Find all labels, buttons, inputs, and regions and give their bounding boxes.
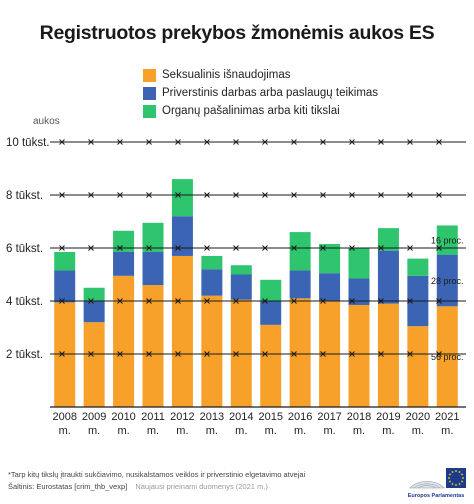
bar-seksualinis-isnaudojimas-2019-m xyxy=(377,303,399,407)
bar-organu-pasalinimas-arba-kiti-tikslai-2012-m xyxy=(171,179,193,217)
bar-priverstinis-darbas-arba-paslaugu-teikimas-2012-m xyxy=(171,216,193,256)
x-tick-label-2010-m: 2010 m. xyxy=(111,411,135,437)
legend-item-forced-labour: Priverstinis darbas arba paslaugų teikim… xyxy=(143,84,378,102)
european-parliament-logo: Europos Parlamentas xyxy=(404,462,468,502)
bar-organu-pasalinimas-arba-kiti-tikslai-2017-m xyxy=(319,244,341,274)
bar-priverstinis-darbas-arba-paslaugu-teikimas-2021-m xyxy=(436,254,458,307)
bar-organu-pasalinimas-arba-kiti-tikslai-2019-m xyxy=(377,228,399,251)
y-tick-label-10000: 10 tūkst. xyxy=(6,137,49,149)
bar-priverstinis-darbas-arba-paslaugu-teikimas-2009-m xyxy=(83,301,105,323)
bar-organu-pasalinimas-arba-kiti-tikslai-2020-m xyxy=(407,258,429,276)
bar-priverstinis-darbas-arba-paslaugu-teikimas-2014-m xyxy=(230,274,252,300)
bar-organu-pasalinimas-arba-kiti-tikslai-2014-m xyxy=(230,265,252,275)
legend-swatch-forced-labour xyxy=(143,86,156,100)
source-note: Naujausi prieinami duomenys (2021 m.) xyxy=(135,482,268,491)
chart-title: Registruotos prekybos žmonėmis aukos ES xyxy=(39,22,435,44)
legend-label-forced-labour: Priverstinis darbas arba paslaugų teikim… xyxy=(162,87,379,99)
bar-seksualinis-isnaudojimas-2018-m xyxy=(348,304,370,407)
bar-seksualinis-isnaudojimas-2008-m xyxy=(54,302,76,407)
parliament-hemicycle-icon xyxy=(409,468,466,489)
y-tick-label-8000: 8 tūkst. xyxy=(6,190,43,202)
bar-seksualinis-isnaudojimas-2016-m xyxy=(289,298,311,407)
bar-priverstinis-darbas-arba-paslaugu-teikimas-2015-m xyxy=(260,301,282,325)
source-text: Šaltinis: Eurostatas [crim_thb_vexp] xyxy=(8,482,128,491)
legend-item-sexual-exploitation: Seksualinis išnaudojimas xyxy=(143,66,378,84)
bar-organu-pasalinimas-arba-kiti-tikslai-2013-m xyxy=(201,255,223,270)
x-tick-label-2013-m: 2013 m. xyxy=(200,411,224,437)
bar-seksualinis-isnaudojimas-2015-m xyxy=(260,324,282,407)
bar-organu-pasalinimas-arba-kiti-tikslai-2015-m xyxy=(260,279,282,301)
x-tick-label-2012-m: 2012 m. xyxy=(170,411,194,437)
footnote: *Tarp kitų tikslų įtraukti sukčiavimo, n… xyxy=(8,470,306,479)
y-tick-label-2000: 2 tūkst. xyxy=(6,349,43,361)
bar-priverstinis-darbas-arba-paslaugu-teikimas-2016-m xyxy=(289,270,311,299)
bar-seksualinis-isnaudojimas-2013-m xyxy=(201,295,223,407)
bar-organu-pasalinimas-arba-kiti-tikslai-2010-m xyxy=(113,230,135,252)
legend-label-organ-removal: Organų pašalinimas arba kiti tikslai xyxy=(162,105,340,117)
x-tick-label-2008-m: 2008 m. xyxy=(52,411,76,437)
bar-seksualinis-isnaudojimas-2012-m xyxy=(171,255,193,407)
bar-organu-pasalinimas-arba-kiti-tikslai-2018-m xyxy=(348,248,370,279)
gridline-barbs-2000 xyxy=(59,351,442,357)
x-tick-label-2011-m: 2011 m. xyxy=(141,411,165,437)
gridline-barbs-4000 xyxy=(59,298,442,304)
legend-item-organ-removal: Organų pašalinimas arba kiti tikslai xyxy=(143,102,378,120)
x-tick-label-2017-m: 2017 m. xyxy=(317,411,341,437)
bar-priverstinis-darbas-arba-paslaugu-teikimas-2010-m xyxy=(113,251,135,276)
x-tick-label-2018-m: 2018 m. xyxy=(347,411,371,437)
legend-swatch-sexual-exploitation xyxy=(143,68,156,82)
bar-seksualinis-isnaudojimas-2009-m xyxy=(83,322,105,407)
bar-seksualinis-isnaudojimas-2010-m xyxy=(113,275,135,407)
bar-organu-pasalinimas-arba-kiti-tikslai-2009-m xyxy=(83,287,105,301)
bar-seksualinis-isnaudojimas-2020-m xyxy=(407,326,429,407)
bar-organu-pasalinimas-arba-kiti-tikslai-2016-m xyxy=(289,232,311,271)
legend-swatch-organ-removal xyxy=(143,104,156,118)
bar-priverstinis-darbas-arba-paslaugu-teikimas-2011-m xyxy=(142,251,164,286)
x-tick-label-2016-m: 2016 m. xyxy=(288,411,312,437)
bar-priverstinis-darbas-arba-paslaugu-teikimas-2017-m xyxy=(319,273,341,301)
gridline-barbs-6000 xyxy=(59,245,442,251)
annotation-priverstinis-darbas-arba-paslaugu-teikimas: 28 proc. xyxy=(431,276,464,286)
x-tick-label-2021-m: 2021 m. xyxy=(435,411,459,437)
x-tick-label-2020-m: 2020 m. xyxy=(406,411,430,437)
gridline-barbs-8000 xyxy=(59,192,442,198)
bar-organu-pasalinimas-arba-kiti-tikslai-2021-m xyxy=(436,225,458,255)
legend: Seksualinis išnaudojimas Priverstinis da… xyxy=(143,66,378,120)
y-tick-label-6000: 6 tūkst. xyxy=(6,243,43,255)
x-tick-label-2019-m: 2019 m. xyxy=(376,411,400,437)
annotation-organu-pasalinimas-arba-kiti-tikslai: 16 proc. xyxy=(431,236,464,246)
x-tick-label-2009-m: 2009 m. xyxy=(82,411,106,437)
x-tick-label-2014-m: 2014 m. xyxy=(229,411,253,437)
logo-text: Europos Parlamentas xyxy=(407,493,465,499)
bar-seksualinis-isnaudojimas-2021-m xyxy=(436,306,458,407)
bar-organu-pasalinimas-arba-kiti-tikslai-2008-m xyxy=(54,251,76,271)
bar-seksualinis-isnaudojimas-2014-m xyxy=(230,299,252,407)
bar-priverstinis-darbas-arba-paslaugu-teikimas-2019-m xyxy=(377,250,399,304)
x-tick-label-2015-m: 2015 m. xyxy=(258,411,282,437)
bar-organu-pasalinimas-arba-kiti-tikslai-2011-m xyxy=(142,222,164,252)
bar-seksualinis-isnaudojimas-2011-m xyxy=(142,285,164,407)
bar-priverstinis-darbas-arba-paslaugu-teikimas-2013-m xyxy=(201,269,223,296)
source-line: Šaltinis: Eurostatas [crim_thb_vexp] Nau… xyxy=(8,482,268,492)
y-tick-label-4000: 4 tūkst. xyxy=(6,296,43,308)
bar-priverstinis-darbas-arba-paslaugu-teikimas-2008-m xyxy=(54,270,76,303)
annotation-seksualinis-isnaudojimas: 56 proc. xyxy=(431,352,464,362)
y-axis-title: aukos xyxy=(33,116,60,127)
bar-priverstinis-darbas-arba-paslaugu-teikimas-2018-m xyxy=(348,278,370,305)
gridline-barbs-10000 xyxy=(59,139,442,145)
legend-label-sexual-exploitation: Seksualinis išnaudojimas xyxy=(162,69,291,81)
